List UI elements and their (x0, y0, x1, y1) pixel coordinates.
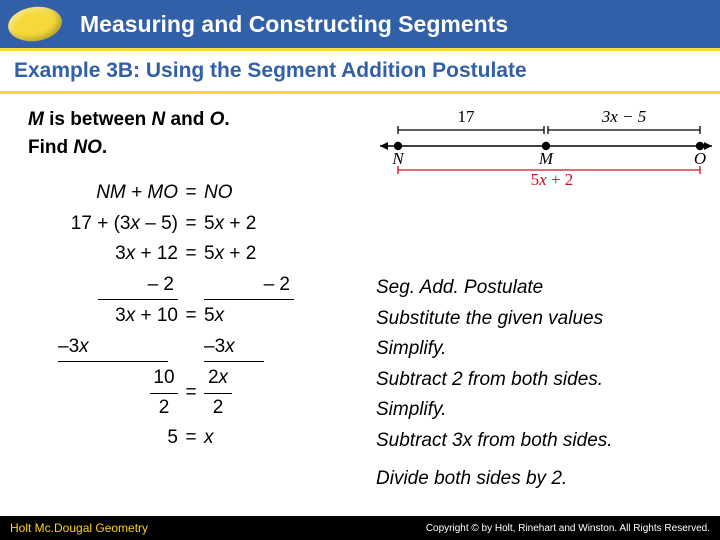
footer-copyright: Copyright © by Holt, Rinehart and Winsto… (426, 523, 710, 534)
reason-6: Subtract 3x from both sides. (376, 427, 716, 456)
label-nm: 17 (458, 107, 476, 126)
work-row-3: 3x + 12 = 5x + 2 (28, 240, 358, 269)
svg-text:3x − 5: 3x − 5 (601, 107, 647, 126)
slide-footer: Holt Mc.Dougal Geometry Copyright © by H… (0, 516, 720, 540)
work-row-7: 10 2 = 2x 2 (28, 364, 358, 422)
point-n: N (391, 149, 405, 168)
point-o: O (694, 149, 706, 168)
work-row-8: 5 = x (28, 424, 358, 453)
reason-2: Substitute the given values (376, 305, 716, 334)
reason-1: Seg. Add. Postulate (376, 274, 716, 303)
reason-4: Subtract 2 from both sides. (376, 366, 716, 395)
subtitle-bar: Example 3B: Using the Segment Addition P… (0, 48, 720, 94)
slide-header: Measuring and Constructing Segments (0, 0, 720, 48)
header-badge-icon (6, 3, 64, 44)
header-title: Measuring and Constructing Segments (80, 11, 508, 38)
work-row-5: 3x + 10 = 5x (28, 302, 358, 331)
content-area: M is between N and O. Find NO. NM + MO =… (0, 94, 720, 496)
svg-text:5x + 2: 5x + 2 (531, 170, 574, 186)
reasons-column: Seg. Add. Postulate Substitute the given… (376, 274, 716, 494)
right-column: 17 3x − 5 N M O 5x + 2 (376, 106, 716, 496)
reason-7: Divide both sides by 2. (376, 465, 716, 494)
problem-statement: M is between N and O. Find NO. (28, 106, 358, 161)
segment-diagram: 17 3x − 5 N M O 5x + 2 (376, 106, 716, 186)
reason-3: Simplify. (376, 335, 716, 364)
reason-5: Simplify. (376, 396, 716, 425)
left-column: M is between N and O. Find NO. NM + MO =… (28, 106, 358, 496)
diagram-svg: 17 3x − 5 N M O 5x + 2 (376, 106, 716, 186)
footer-brand: Holt Mc.Dougal Geometry (10, 521, 148, 535)
work-row-4: – 2 – 2 (28, 271, 358, 301)
work-row-2: 17 + (3x – 5) = 5x + 2 (28, 210, 358, 239)
work-row-6: –3x –3x (28, 333, 358, 363)
work-steps: NM + MO = NO 17 + (3x – 5) = 5x + 2 3x +… (28, 179, 358, 453)
example-subtitle: Example 3B: Using the Segment Addition P… (14, 59, 706, 83)
work-row-1: NM + MO = NO (28, 179, 358, 208)
point-m: M (538, 149, 554, 168)
